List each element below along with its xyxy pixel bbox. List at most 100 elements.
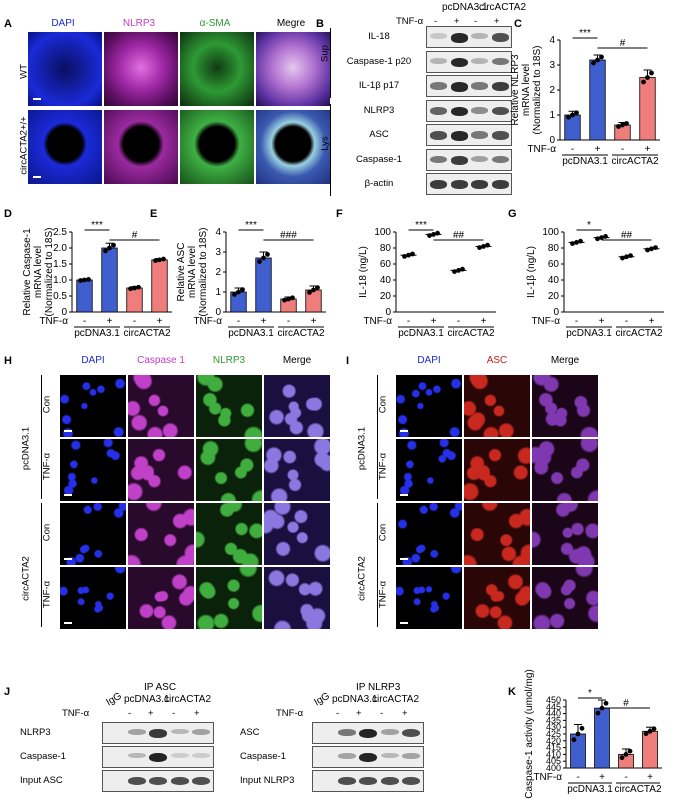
data-point-K [623,752,629,757]
sign-E: - [237,316,240,327]
y-tick-label-G: 100 [542,227,559,238]
blot-b-label-6: β-actin [364,178,394,189]
data-point-G [620,255,625,261]
h-bracket-2 [41,503,42,627]
y-tick-label-K: 415 [546,743,561,753]
blot-b-band [491,180,509,189]
panel-b: pcDNA3.1 circACTA2 TNF-α - + - + Sup Lys… [316,2,526,198]
y-tick-label-E: 1 [215,287,221,298]
blot-j-band [170,777,189,786]
bar-E [255,257,272,313]
blot-j-band [127,729,146,735]
sign-E: - [287,316,290,327]
scale-bar [400,558,408,560]
scale-bar [64,622,72,624]
sign-C: - [571,144,574,155]
y-tick-label-G: 60 [548,259,560,270]
blot-j-band [149,753,167,763]
blot-j-band [359,753,377,763]
data-point-D [161,256,166,262]
blot-b-band [471,155,488,162]
scale-bar [400,430,408,432]
y-tick-label-E: 2 [215,267,221,278]
treatment-label: TNF-α [396,16,424,27]
blot-b-row-5 [426,148,512,171]
if-micrograph [60,503,126,565]
sig-label-F: ## [453,230,465,241]
data-point-E [282,297,287,303]
y-label-E: (Normalized to 18S) [198,228,209,317]
sig-label-C: *** [579,28,591,39]
blot-b-band [471,33,488,39]
sign-K: + [599,772,605,783]
y-tick-label-C: 0 [549,135,555,146]
sign-G: + [599,316,605,327]
if-micrograph [464,439,530,501]
blot-b-band [450,82,468,92]
group-label-K: pcDNA3.1 [567,784,613,795]
blot-b-row-3 [426,99,512,122]
data-point-K [627,748,633,754]
data-point-K [643,731,649,737]
blot-b-band [450,131,468,141]
blot-j-band [337,777,356,786]
blot-b-band [430,106,447,115]
blot-b-band [491,57,509,65]
j-left-g2: circACTA2 [164,694,212,705]
sign-D: - [83,316,86,327]
if-micrograph [396,503,462,565]
y-tick-label-E: 4 [215,227,221,238]
data-point-K [651,726,657,732]
y-tick-label-K: 400 [546,763,561,773]
panel-label-f: F [336,208,343,220]
j-left-s2: + [148,708,154,719]
data-point-C [599,54,604,60]
y-tick-label-F: 100 [374,227,391,238]
blot-j-row [312,722,424,744]
data-point-G [603,234,608,239]
y-tick-label-K: 430 [546,722,561,732]
col-header-asma: α-SMA [199,18,231,29]
y-label-D: mRNA level [33,246,44,298]
blot-j-row [102,722,214,744]
data-point-C [620,122,625,128]
if-micrograph [396,375,462,437]
j-left-ip: IP ASC [144,682,177,693]
blot-j-band [127,753,146,759]
blot-b-band [491,131,509,140]
blot-b-label-2: IL-1β p17 [358,80,400,91]
y-tick-label-K: 405 [546,756,561,766]
h-group-circ: circACTA2 [20,556,32,601]
i-group-pcdna: pcDNA3.1 [356,426,368,471]
sign-F: - [407,316,410,327]
data-point-G [578,238,583,244]
j-right-g1: pcDNA3.1 [332,694,378,705]
data-point-E [236,289,241,295]
blot-b-band [471,131,488,139]
data-point-C [595,57,600,63]
if-micrograph [532,439,598,501]
data-point-G [645,247,650,253]
y-tick-label-D: 2.5 [53,227,67,238]
y-tick-label-C: 2 [549,85,555,96]
panel-label-j: J [4,686,11,698]
y-tick-label-G: 20 [548,291,560,302]
h-row-tnf-2: TNF-α [41,580,53,609]
h-row-tnf-1: TNF-α [41,452,53,481]
treatment-label-F: TNF-α [363,316,392,327]
data-point-C [616,124,621,129]
if-micrograph [464,375,530,437]
data-point-K [579,725,585,731]
data-point-D [103,248,108,254]
blot-j-row [102,770,214,792]
blot-b-band [430,33,447,39]
blot-b-band [430,82,447,90]
if-micrograph [60,567,126,629]
h-header-dapi: DAPI [81,355,105,366]
blot-j-band [170,729,189,735]
data-point-F [410,251,415,257]
y-tick-label-D: 0.5 [53,291,67,302]
if-micrograph [128,439,194,501]
h-header-merge: Merge [282,355,312,366]
